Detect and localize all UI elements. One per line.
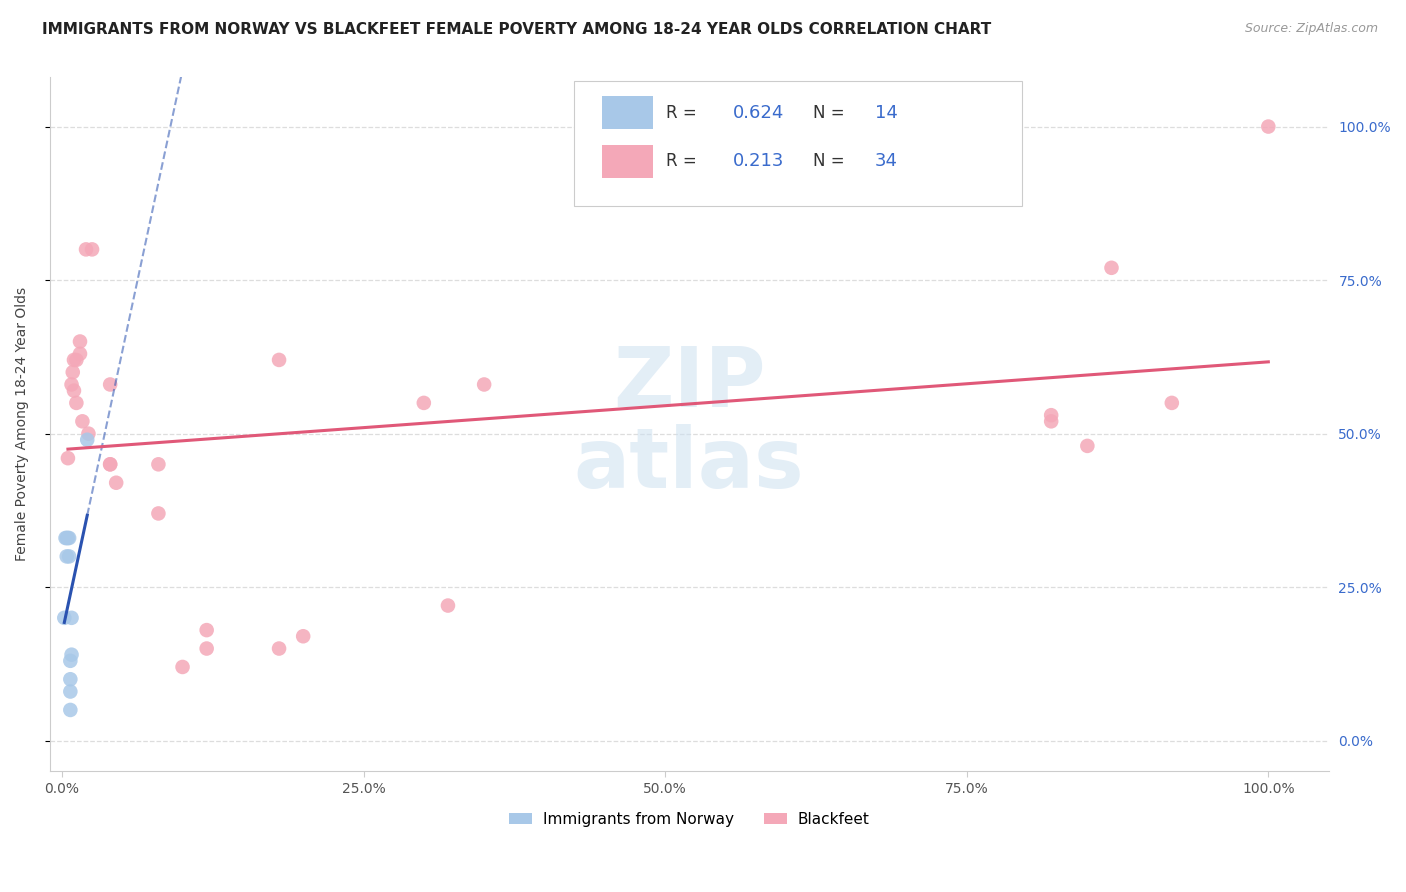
- Text: R =: R =: [666, 153, 702, 170]
- Point: [56, 531, 79, 545]
- Text: 34: 34: [875, 153, 897, 170]
- Point: [55, 531, 77, 545]
- Text: N =: N =: [813, 153, 851, 170]
- Point: [75, 243, 97, 257]
- Point: [65, 352, 87, 367]
- Point: [72, 414, 94, 428]
- Point: [69, 334, 91, 349]
- Text: ZIP: ZIP: [613, 343, 765, 425]
- Point: [195, 641, 218, 656]
- Text: R =: R =: [666, 103, 702, 122]
- Text: 0.624: 0.624: [733, 103, 785, 122]
- Point: [53, 611, 76, 625]
- Text: 14: 14: [875, 103, 897, 122]
- Point: [98, 377, 121, 392]
- Point: [1257, 120, 1279, 134]
- Point: [60, 611, 83, 625]
- Point: [60, 648, 83, 662]
- FancyBboxPatch shape: [602, 145, 654, 178]
- Point: [58, 549, 80, 564]
- Point: [412, 396, 434, 410]
- Point: [59, 703, 82, 717]
- Point: [59, 654, 82, 668]
- Point: [105, 475, 128, 490]
- Point: [63, 384, 86, 398]
- Point: [65, 396, 87, 410]
- Point: [56, 451, 79, 466]
- Point: [55, 549, 77, 564]
- Text: IMMIGRANTS FROM NORWAY VS BLACKFEET FEMALE POVERTY AMONG 18-24 YEAR OLDS CORRELA: IMMIGRANTS FROM NORWAY VS BLACKFEET FEMA…: [42, 22, 991, 37]
- Point: [62, 365, 84, 379]
- Point: [59, 684, 82, 698]
- Point: [60, 377, 83, 392]
- Legend: Immigrants from Norway, Blackfeet: Immigrants from Norway, Blackfeet: [503, 805, 876, 833]
- Point: [76, 433, 98, 447]
- Point: [172, 660, 194, 674]
- Point: [98, 458, 121, 472]
- Point: [55, 531, 77, 545]
- FancyBboxPatch shape: [574, 81, 1022, 206]
- Point: [148, 458, 170, 472]
- Point: [1040, 414, 1063, 428]
- Point: [195, 623, 218, 637]
- Text: atlas: atlas: [574, 425, 804, 506]
- Point: [148, 507, 170, 521]
- Text: 0.213: 0.213: [733, 153, 785, 170]
- Point: [292, 629, 315, 643]
- Point: [77, 426, 100, 441]
- Point: [58, 531, 80, 545]
- Point: [267, 352, 290, 367]
- Point: [1160, 396, 1182, 410]
- Point: [267, 641, 290, 656]
- Point: [63, 352, 86, 367]
- Text: Source: ZipAtlas.com: Source: ZipAtlas.com: [1244, 22, 1378, 36]
- Point: [1040, 408, 1063, 422]
- Point: [80, 243, 103, 257]
- FancyBboxPatch shape: [602, 96, 654, 129]
- Point: [437, 599, 460, 613]
- Y-axis label: Female Poverty Among 18-24 Year Olds: Female Poverty Among 18-24 Year Olds: [15, 287, 30, 561]
- Text: N =: N =: [813, 103, 851, 122]
- Point: [1076, 439, 1098, 453]
- Point: [98, 458, 121, 472]
- Point: [472, 377, 495, 392]
- Point: [1101, 260, 1123, 275]
- Point: [69, 347, 91, 361]
- Point: [59, 672, 82, 686]
